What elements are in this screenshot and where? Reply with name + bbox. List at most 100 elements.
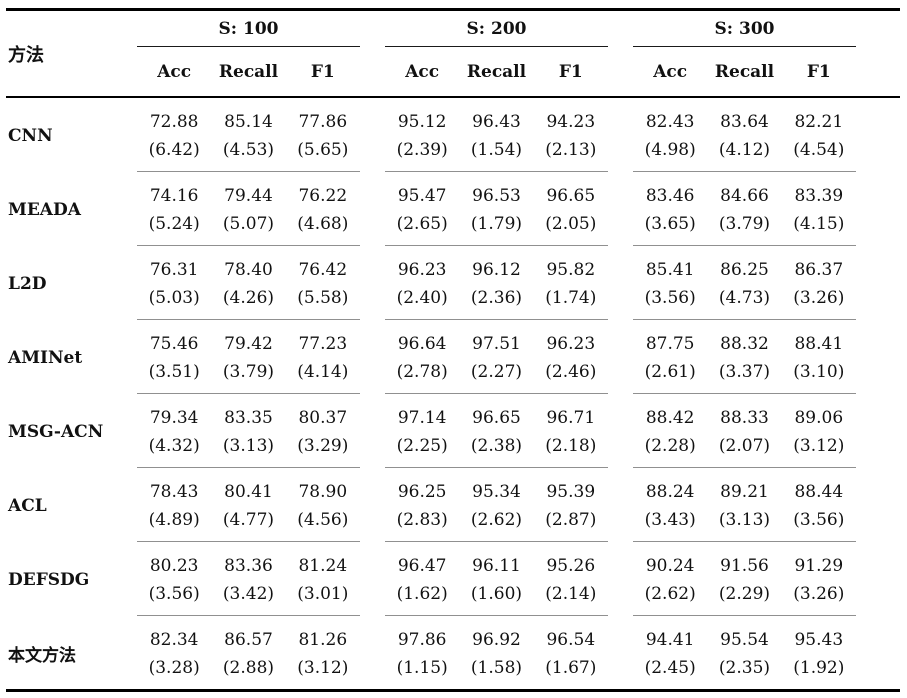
column-header: F1 [806, 61, 831, 82]
metric-value: 72.88 [149, 112, 199, 132]
metric-cell: 88.44 (3.56) [782, 478, 856, 534]
metric-value: 95.26 [546, 556, 596, 576]
metric-cell: 96.11 (1.60) [459, 552, 533, 608]
metric-cell: 96.12 (2.36) [459, 256, 533, 312]
row-group: 96.25 (2.83) 95.34 (2.62) 95.39 (2.87) [385, 478, 608, 542]
metric-std: (4.73) [718, 288, 771, 308]
metric-cell: 91.29 (3.26) [782, 552, 856, 608]
metric-std: (1.67) [545, 658, 597, 678]
metric-cell: 95.12 (2.39) [385, 108, 459, 164]
metric-value: 91.29 [794, 556, 844, 576]
metric-cell: 89.06 (3.12) [782, 404, 856, 460]
metric-value: 79.34 [149, 408, 199, 428]
metric-std: (2.07) [718, 436, 771, 456]
metric-cell: 95.54 (2.35) [707, 626, 781, 682]
metric-value: 96.65 [472, 408, 521, 428]
column-header: Acc [405, 61, 440, 82]
metric-std: (2.78) [396, 362, 448, 382]
metric-cell: 76.31 (5.03) [137, 256, 211, 312]
metric-cell: 88.33 (2.07) [707, 404, 781, 460]
metric-std: (5.07) [222, 214, 275, 234]
group-header-title: S: 300 [633, 11, 856, 47]
metric-value: 82.21 [794, 112, 844, 132]
metric-value: 96.64 [397, 334, 447, 354]
table-row: MEADA 74.16 (5.24) 79.44 (5.07) 76.22 (4.68) 95… [6, 172, 900, 246]
metric-value: 88.32 [720, 334, 769, 354]
metric-std: (1.92) [793, 658, 845, 678]
metric-value: 96.23 [546, 334, 596, 354]
metric-std: (3.29) [297, 436, 349, 456]
metric-value: 88.33 [720, 408, 769, 428]
metric-std: (3.28) [148, 658, 200, 678]
metric-value: 84.66 [720, 186, 769, 206]
metric-cell: 95.82 (1.74) [534, 256, 608, 312]
method-name: L2D [8, 274, 47, 294]
row-group: 85.41 (3.56) 86.25 (4.73) 86.37 (3.26) [633, 256, 856, 320]
metric-cell: 94.23 (2.13) [534, 108, 608, 164]
metric-value: 95.43 [794, 630, 844, 650]
metric-value: 75.46 [149, 334, 199, 354]
metric-value: 86.37 [794, 260, 844, 280]
table-row: DEFSDG 80.23 (3.56) 83.36 (3.42) 81.24 (3.01) 9… [6, 542, 900, 616]
metric-cell: 96.54 (1.67) [534, 626, 608, 682]
metric-std: (4.98) [644, 140, 696, 160]
metric-cell: 79.42 (3.79) [211, 330, 285, 386]
metric-std: (2.88) [222, 658, 275, 678]
metric-cell: 95.47 (2.65) [385, 182, 459, 238]
metric-std: (5.58) [297, 288, 349, 308]
metric-std: (3.65) [644, 214, 696, 234]
method-column-header: 方法 [8, 44, 44, 66]
group-title-row: S: 100 S: 200 S: 300 [137, 11, 900, 47]
group-header-title: S: 200 [385, 11, 608, 47]
metric-value: 76.22 [298, 186, 348, 206]
metric-cell: 96.71 (2.18) [534, 404, 608, 460]
metric-std: (2.83) [396, 510, 448, 530]
metric-cell: 80.41 (4.77) [211, 478, 285, 534]
metric-value: 85.14 [224, 112, 273, 132]
metric-cell: 83.46 (3.65) [633, 182, 707, 238]
metric-cell: 97.51 (2.27) [459, 330, 533, 386]
metric-std: (2.36) [470, 288, 523, 308]
metric-cell: 83.36 (3.42) [211, 552, 285, 608]
metric-std: (2.87) [545, 510, 597, 530]
metric-value: 88.24 [645, 482, 695, 502]
metric-value: 89.06 [794, 408, 844, 428]
metric-std: (3.43) [644, 510, 696, 530]
metric-cell: 88.41 (3.10) [782, 330, 856, 386]
metric-std: (4.14) [297, 362, 349, 382]
metric-value: 96.92 [472, 630, 521, 650]
metric-std: (3.10) [793, 362, 845, 382]
metric-value: 96.71 [546, 408, 596, 428]
bottom-rule [6, 689, 900, 692]
metric-value: 87.75 [645, 334, 695, 354]
metric-std: (2.14) [545, 584, 597, 604]
metric-std: (3.56) [644, 288, 696, 308]
metric-std: (3.26) [793, 288, 845, 308]
metric-value: 96.43 [472, 112, 521, 132]
metric-value: 88.44 [794, 482, 844, 502]
metric-cell: 79.34 (4.32) [137, 404, 211, 460]
metric-value: 74.16 [149, 186, 199, 206]
group-subheaders: Acc Recall F1 [633, 62, 856, 82]
row-group: 75.46 (3.51) 79.42 (3.79) 77.23 (4.14) [137, 330, 360, 394]
metric-std: (4.15) [793, 214, 845, 234]
metric-std: (3.56) [148, 584, 200, 604]
metric-cell: 87.75 (2.61) [633, 330, 707, 386]
metric-std: (2.40) [396, 288, 448, 308]
metric-std: (2.18) [545, 436, 597, 456]
metric-cell: 97.14 (2.25) [385, 404, 459, 460]
metric-value: 94.41 [645, 630, 695, 650]
metric-cell: 81.24 (3.01) [286, 552, 360, 608]
metric-cell: 84.66 (3.79) [707, 182, 781, 238]
metric-value: 83.64 [720, 112, 769, 132]
table-row: ACL 78.43 (4.89) 80.41 (4.77) 78.90 (4.56) 96.2… [6, 468, 900, 542]
metric-cell: 82.34 (3.28) [137, 626, 211, 682]
metric-value: 97.14 [397, 408, 447, 428]
metric-cell: 85.41 (3.56) [633, 256, 707, 312]
metric-value: 78.40 [224, 260, 273, 280]
metric-std: (4.53) [222, 140, 275, 160]
metric-cell: 86.37 (3.26) [782, 256, 856, 312]
metric-value: 96.11 [472, 556, 521, 576]
metric-std: (2.28) [644, 436, 696, 456]
metric-std: (2.27) [470, 362, 523, 382]
